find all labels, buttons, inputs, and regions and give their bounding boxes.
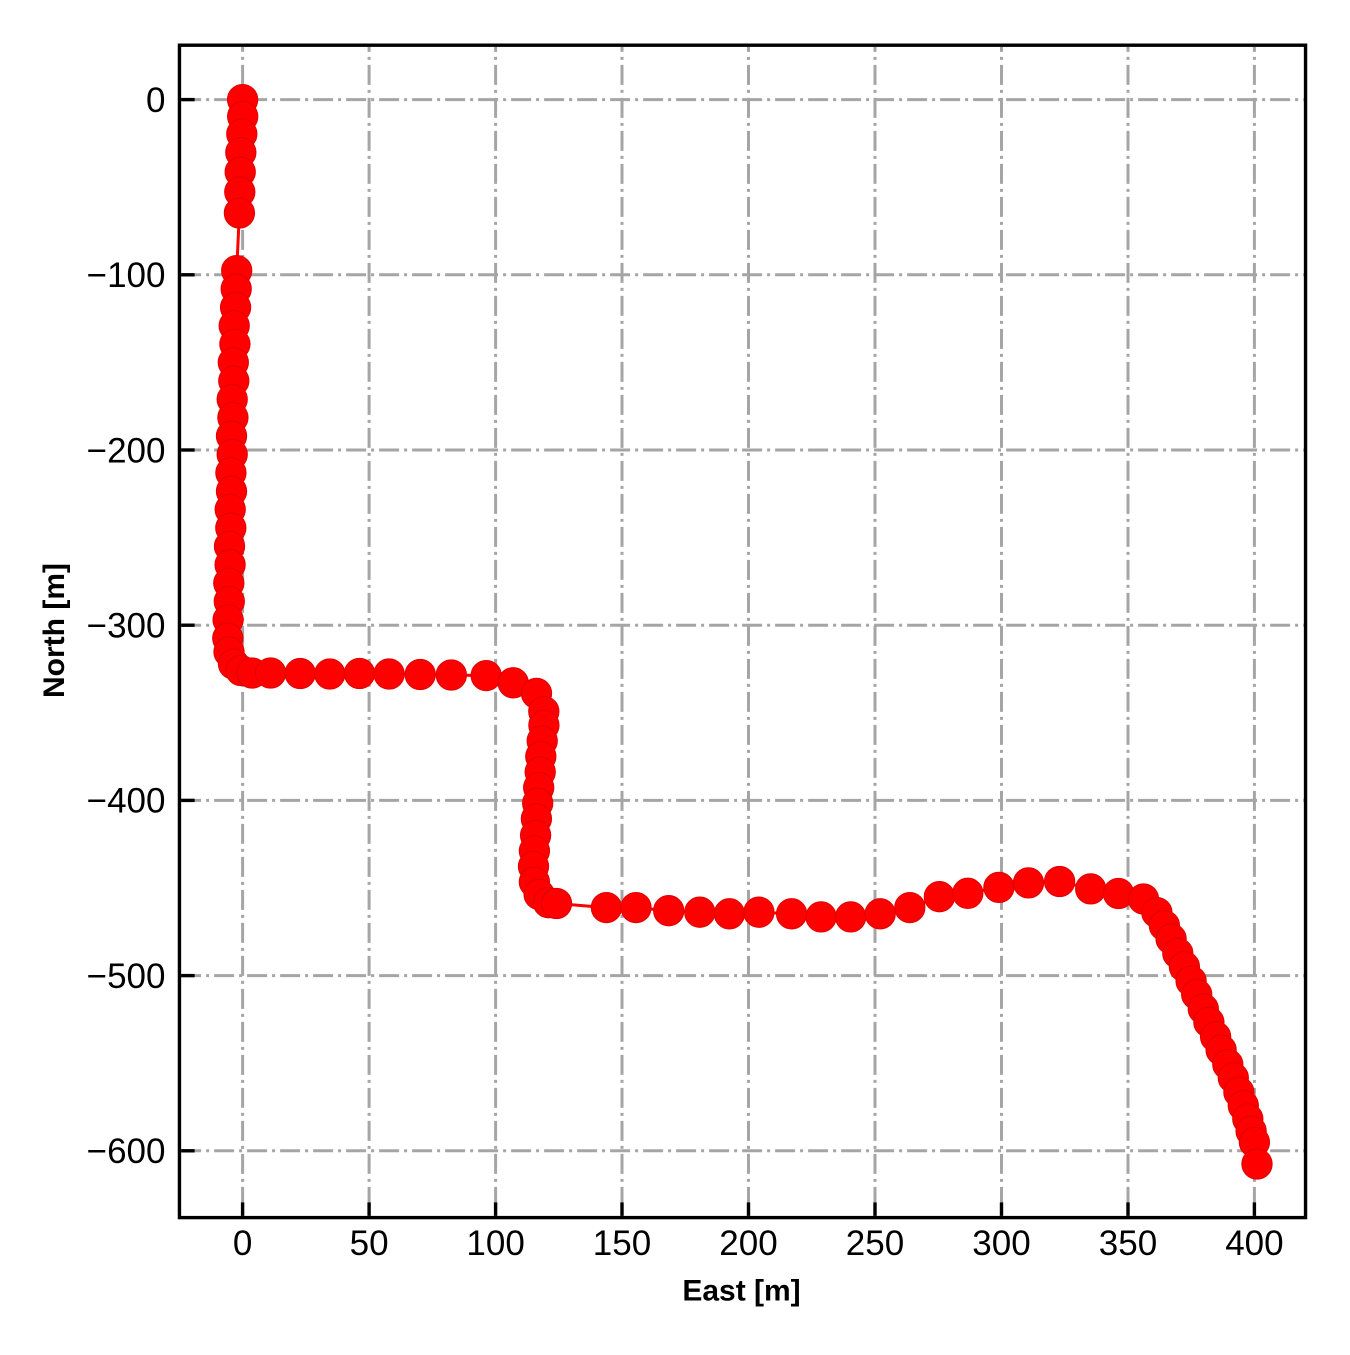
svg-text:50: 50 <box>350 1224 389 1263</box>
svg-text:200: 200 <box>719 1224 777 1263</box>
svg-text:300: 300 <box>972 1224 1030 1263</box>
svg-text:400: 400 <box>1225 1224 1283 1263</box>
svg-text:−100: −100 <box>87 256 166 295</box>
svg-text:−200: −200 <box>87 431 166 470</box>
svg-text:−300: −300 <box>87 607 166 646</box>
svg-text:−600: −600 <box>87 1132 166 1171</box>
svg-text:250: 250 <box>846 1224 904 1263</box>
svg-text:350: 350 <box>1099 1224 1157 1263</box>
svg-text:−400: −400 <box>87 782 166 821</box>
svg-text:0: 0 <box>146 81 165 120</box>
svg-text:100: 100 <box>466 1224 524 1263</box>
svg-text:150: 150 <box>593 1224 651 1263</box>
svg-text:East [m]: East [m] <box>682 1275 800 1308</box>
svg-text:North [m]: North [m] <box>38 563 71 698</box>
svg-text:−500: −500 <box>87 957 166 996</box>
svg-text:0: 0 <box>233 1224 252 1263</box>
